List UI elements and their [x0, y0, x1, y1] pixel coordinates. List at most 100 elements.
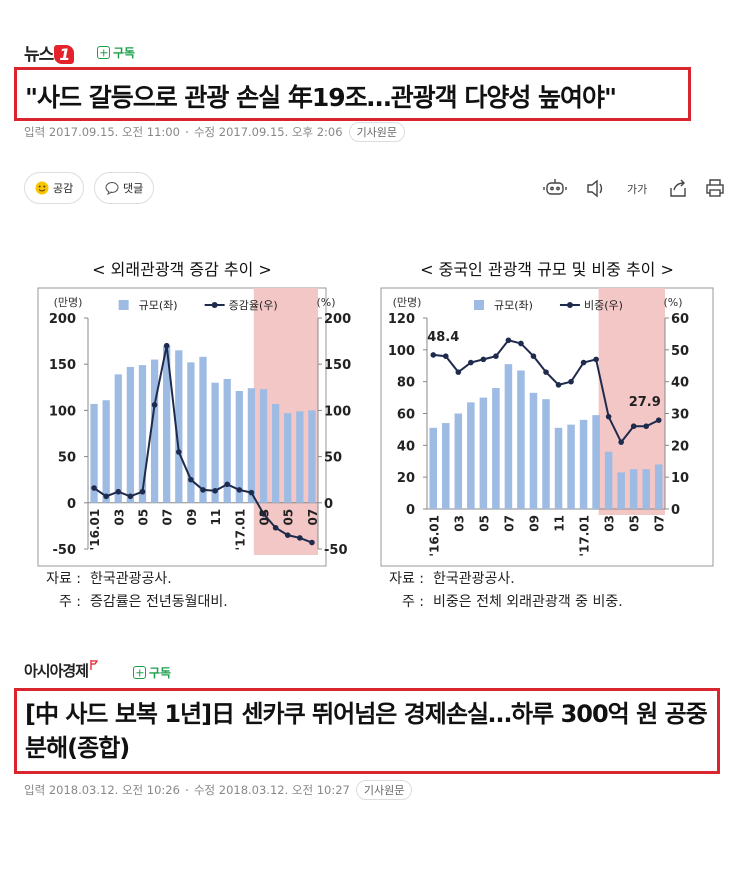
- x-tick-label: '17.01: [233, 509, 247, 551]
- source-logo[interactable]: 뉴스 1: [24, 40, 75, 65]
- legend-marker: [566, 302, 573, 308]
- comment-icon: [105, 182, 119, 195]
- y2-tick-label: -50: [324, 543, 348, 558]
- y2-tick-label: 150: [324, 358, 351, 373]
- data-label: 27.9: [629, 395, 661, 410]
- subscribe-button[interactable]: 구독: [97, 44, 135, 61]
- separator: [185, 131, 188, 133]
- line-point: [480, 356, 487, 363]
- legend-marker: [211, 302, 218, 308]
- line-point: [543, 369, 549, 375]
- speaker-icon[interactable]: [587, 179, 603, 198]
- x-tick-label: 05: [477, 515, 491, 532]
- published: 입력 2018.03.12. 오전 10:26: [24, 783, 180, 797]
- summary-icon[interactable]: [543, 179, 567, 195]
- bar: [259, 389, 268, 503]
- x-tick-label: 07: [653, 515, 667, 532]
- bar: [504, 364, 513, 509]
- y2-tick-label: 10: [671, 471, 689, 486]
- legend-swatch: [118, 300, 129, 310]
- note-text: 증감률은 전년동월대비.: [90, 594, 228, 610]
- line-point: [518, 340, 524, 347]
- line-point: [455, 369, 462, 375]
- line-point: [284, 532, 291, 538]
- share-icon[interactable]: [670, 179, 686, 197]
- line-point: [630, 423, 637, 430]
- source-logo[interactable]: 아시아경제: [24, 660, 99, 681]
- line-point: [430, 352, 437, 358]
- plus-icon: [133, 666, 146, 679]
- y-tick-label: 60: [397, 408, 415, 423]
- comment-button[interactable]: 댓글: [94, 172, 155, 204]
- bar: [567, 424, 575, 509]
- line-point: [505, 337, 512, 344]
- headline: "사드 갈등으로 관광 손실 年19조…관광객 다양성 높여야": [14, 67, 691, 121]
- plus-icon: [97, 46, 110, 59]
- legend-label: 증감율(우): [229, 299, 278, 312]
- source-name: 뉴스: [24, 45, 54, 65]
- y-unit: (만명): [393, 296, 422, 309]
- note-text: 한국관광공사.: [433, 571, 515, 587]
- bar: [199, 356, 207, 503]
- line-point: [530, 353, 537, 359]
- bar: [442, 423, 450, 509]
- x-tick-label: 11: [553, 515, 567, 532]
- modified: 수정 2018.03.12. 오전 10:27: [193, 783, 350, 797]
- line-point: [248, 489, 255, 496]
- y2-tick-label: 0: [324, 497, 333, 512]
- line-point: [643, 423, 650, 430]
- y-tick-label: 50: [58, 451, 76, 466]
- x-tick-label: 05: [136, 509, 150, 526]
- bar: [90, 403, 98, 503]
- like-label: 공감: [53, 182, 74, 195]
- y2-tick-label: 30: [671, 408, 689, 423]
- y2-tick-label: 60: [671, 312, 689, 327]
- y-tick-label: 0: [67, 497, 76, 512]
- bar: [492, 388, 500, 509]
- font-size-button[interactable]: 가가: [627, 183, 647, 196]
- bar: [579, 419, 588, 509]
- subscribe-button[interactable]: 구독: [133, 664, 171, 681]
- x-tick-label: 09: [527, 515, 541, 532]
- bar: [296, 411, 304, 503]
- line-point: [568, 378, 574, 385]
- bar: [126, 366, 134, 503]
- article-meta: 입력 2017.09.15. 오전 11:00 수정 2017.09.15. 오후…: [24, 122, 406, 142]
- bar: [175, 350, 183, 503]
- line-point: [468, 359, 474, 366]
- published: 입력 2017.09.15. 오전 11:00: [24, 125, 180, 139]
- original-link[interactable]: 기사원문: [348, 122, 406, 142]
- bar: [467, 402, 475, 509]
- y-tick-label: 0: [406, 503, 415, 518]
- line-point: [493, 353, 499, 359]
- x-tick-label: 07: [306, 509, 320, 526]
- line-point: [212, 487, 218, 494]
- print-icon[interactable]: [706, 179, 724, 197]
- line-point: [163, 342, 170, 349]
- x-tick-label: 03: [452, 515, 466, 532]
- chart-title: < 외래관광객 증감 추이 >: [92, 260, 272, 279]
- comment-label: 댓글: [123, 182, 144, 195]
- like-button[interactable]: 공감: [24, 172, 85, 204]
- modified: 수정 2017.09.15. 오후 2:06: [193, 125, 343, 139]
- line-point: [175, 449, 182, 455]
- x-tick-label: '17.01: [578, 515, 592, 557]
- bar: [554, 427, 563, 509]
- line-point: [151, 402, 158, 408]
- bar: [163, 345, 171, 503]
- note-label: 자료 :: [46, 571, 81, 587]
- subscribe-label: 구독: [149, 666, 172, 680]
- note-text: 한국관광공사.: [90, 571, 172, 587]
- x-tick-label: '16.01: [88, 509, 102, 551]
- x-tick-label: '16.01: [427, 515, 441, 557]
- headline: [中 사드 보복 1년]日 센카쿠 뛰어넘은 경제손실…하루 300억 원 공중…: [14, 688, 720, 774]
- x-tick-label: 05: [628, 515, 642, 532]
- data-label: 48.4: [427, 330, 459, 345]
- bar: [654, 464, 663, 509]
- legend-label: 규모(좌): [139, 299, 178, 312]
- y-tick-label: 40: [397, 439, 415, 454]
- line-point: [103, 493, 109, 500]
- bar: [517, 370, 525, 509]
- original-link[interactable]: 기사원문: [355, 780, 413, 800]
